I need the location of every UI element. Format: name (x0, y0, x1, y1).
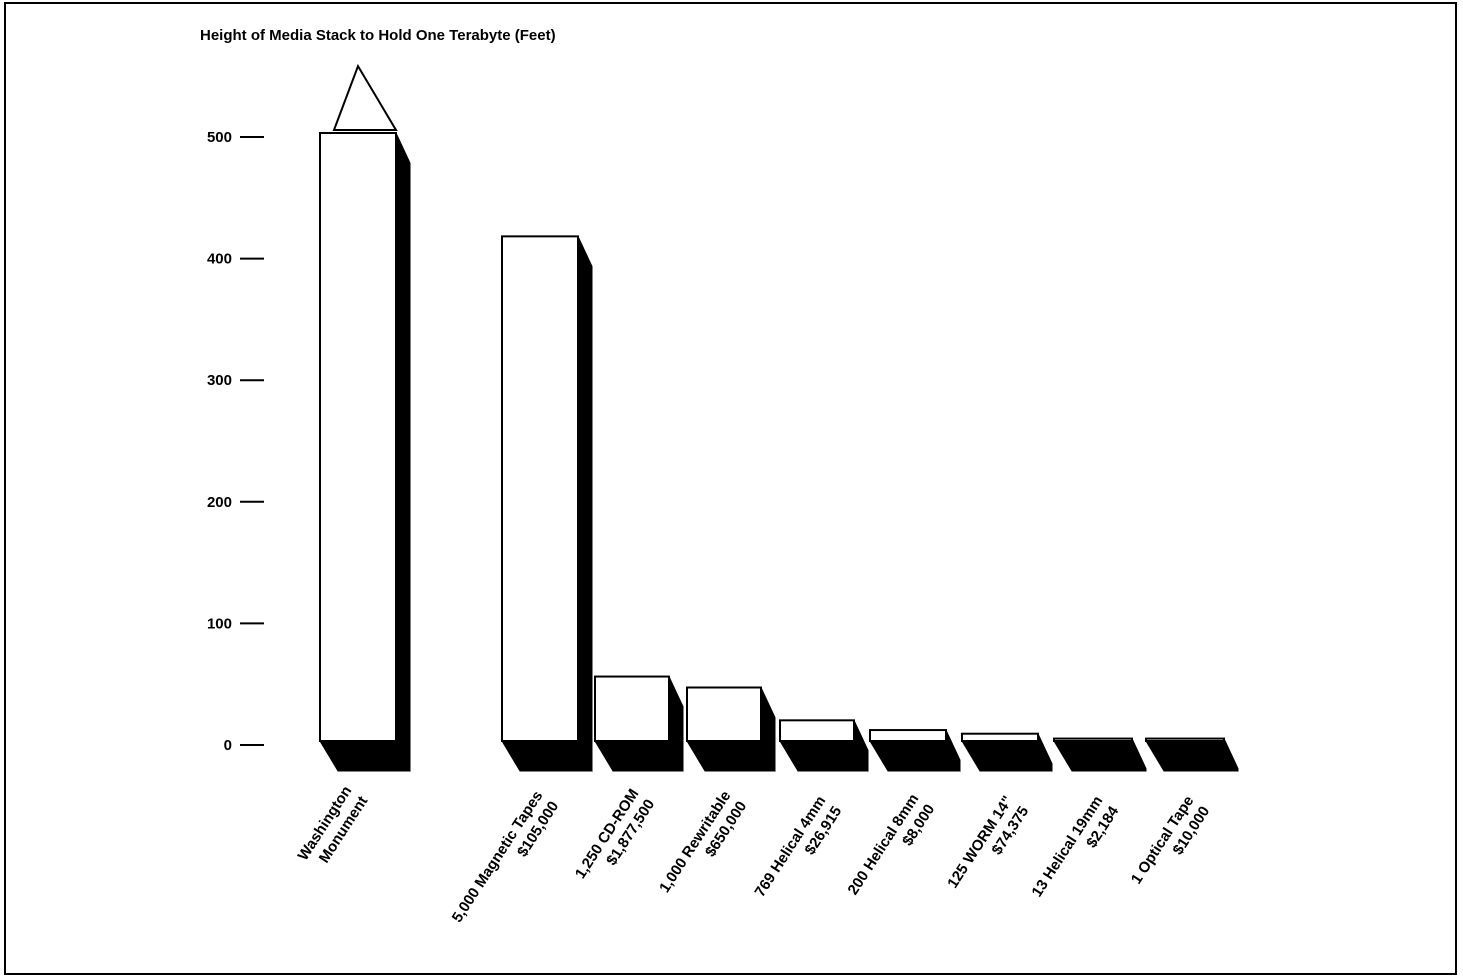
y-tick-label: 400 (207, 251, 232, 268)
bar-front (1053, 737, 1133, 742)
bar (961, 732, 1053, 772)
bar-front (1145, 737, 1225, 742)
bar-base (594, 740, 684, 772)
bar-base (869, 740, 961, 772)
bar-front (779, 719, 855, 743)
x-tick-label: 769 Helical 4mm$26,915 (752, 793, 846, 900)
bar-side (395, 132, 411, 772)
bar-front (501, 235, 579, 743)
bar-front (594, 675, 670, 742)
bars (319, 63, 1239, 772)
bar-front (686, 686, 762, 742)
bar (779, 719, 869, 772)
bar (319, 63, 411, 772)
y-tick-label: 100 (207, 615, 232, 632)
y-axis: 0 100 200 300 400 500 (207, 129, 264, 754)
bar (1145, 737, 1239, 772)
y-tick-label: 200 (207, 494, 232, 511)
bar (594, 675, 684, 772)
bar-base (1053, 740, 1147, 772)
x-tick-label: 200 Helical 8mm$8,000 (845, 791, 939, 898)
bar-base (1145, 740, 1239, 772)
bar-base (501, 740, 593, 772)
x-tick-label: 1,250 CD-ROM$1,877,500 (572, 786, 658, 882)
bar (501, 235, 593, 772)
x-tick-label: 125 WORM 14"$74,375 (944, 793, 1032, 891)
monument-pyramidion (332, 63, 398, 131)
x-tick-label: 1 Optical Tape$10,000 (1128, 793, 1213, 887)
x-tick-label: 13 Helical 19mm$2,184 (1029, 793, 1123, 900)
bar-base (779, 740, 869, 772)
bar-front (869, 729, 947, 743)
y-tick-label: 500 (207, 129, 232, 146)
bar-base (961, 740, 1053, 772)
bar (686, 686, 776, 772)
bar-side (577, 236, 593, 772)
bar-base (686, 740, 776, 772)
bar (869, 729, 961, 772)
x-tick-label: 1,000 Rewritable$650,000 (656, 788, 750, 896)
y-tick-label: 0 (224, 737, 232, 754)
x-tick-label: 5,000 Magnetic Tapes$105,000 (449, 788, 563, 926)
chart-frame (4, 2, 1457, 975)
bar-front (319, 132, 397, 742)
bar-front (961, 732, 1039, 742)
x-tick-label-line1: 5,000 Magnetic Tapes (449, 788, 547, 926)
bar-base (319, 740, 411, 772)
y-tick-label: 300 (207, 372, 232, 389)
chart-title: Height of Media Stack to Hold One Teraby… (200, 27, 556, 44)
bar (1053, 737, 1147, 772)
